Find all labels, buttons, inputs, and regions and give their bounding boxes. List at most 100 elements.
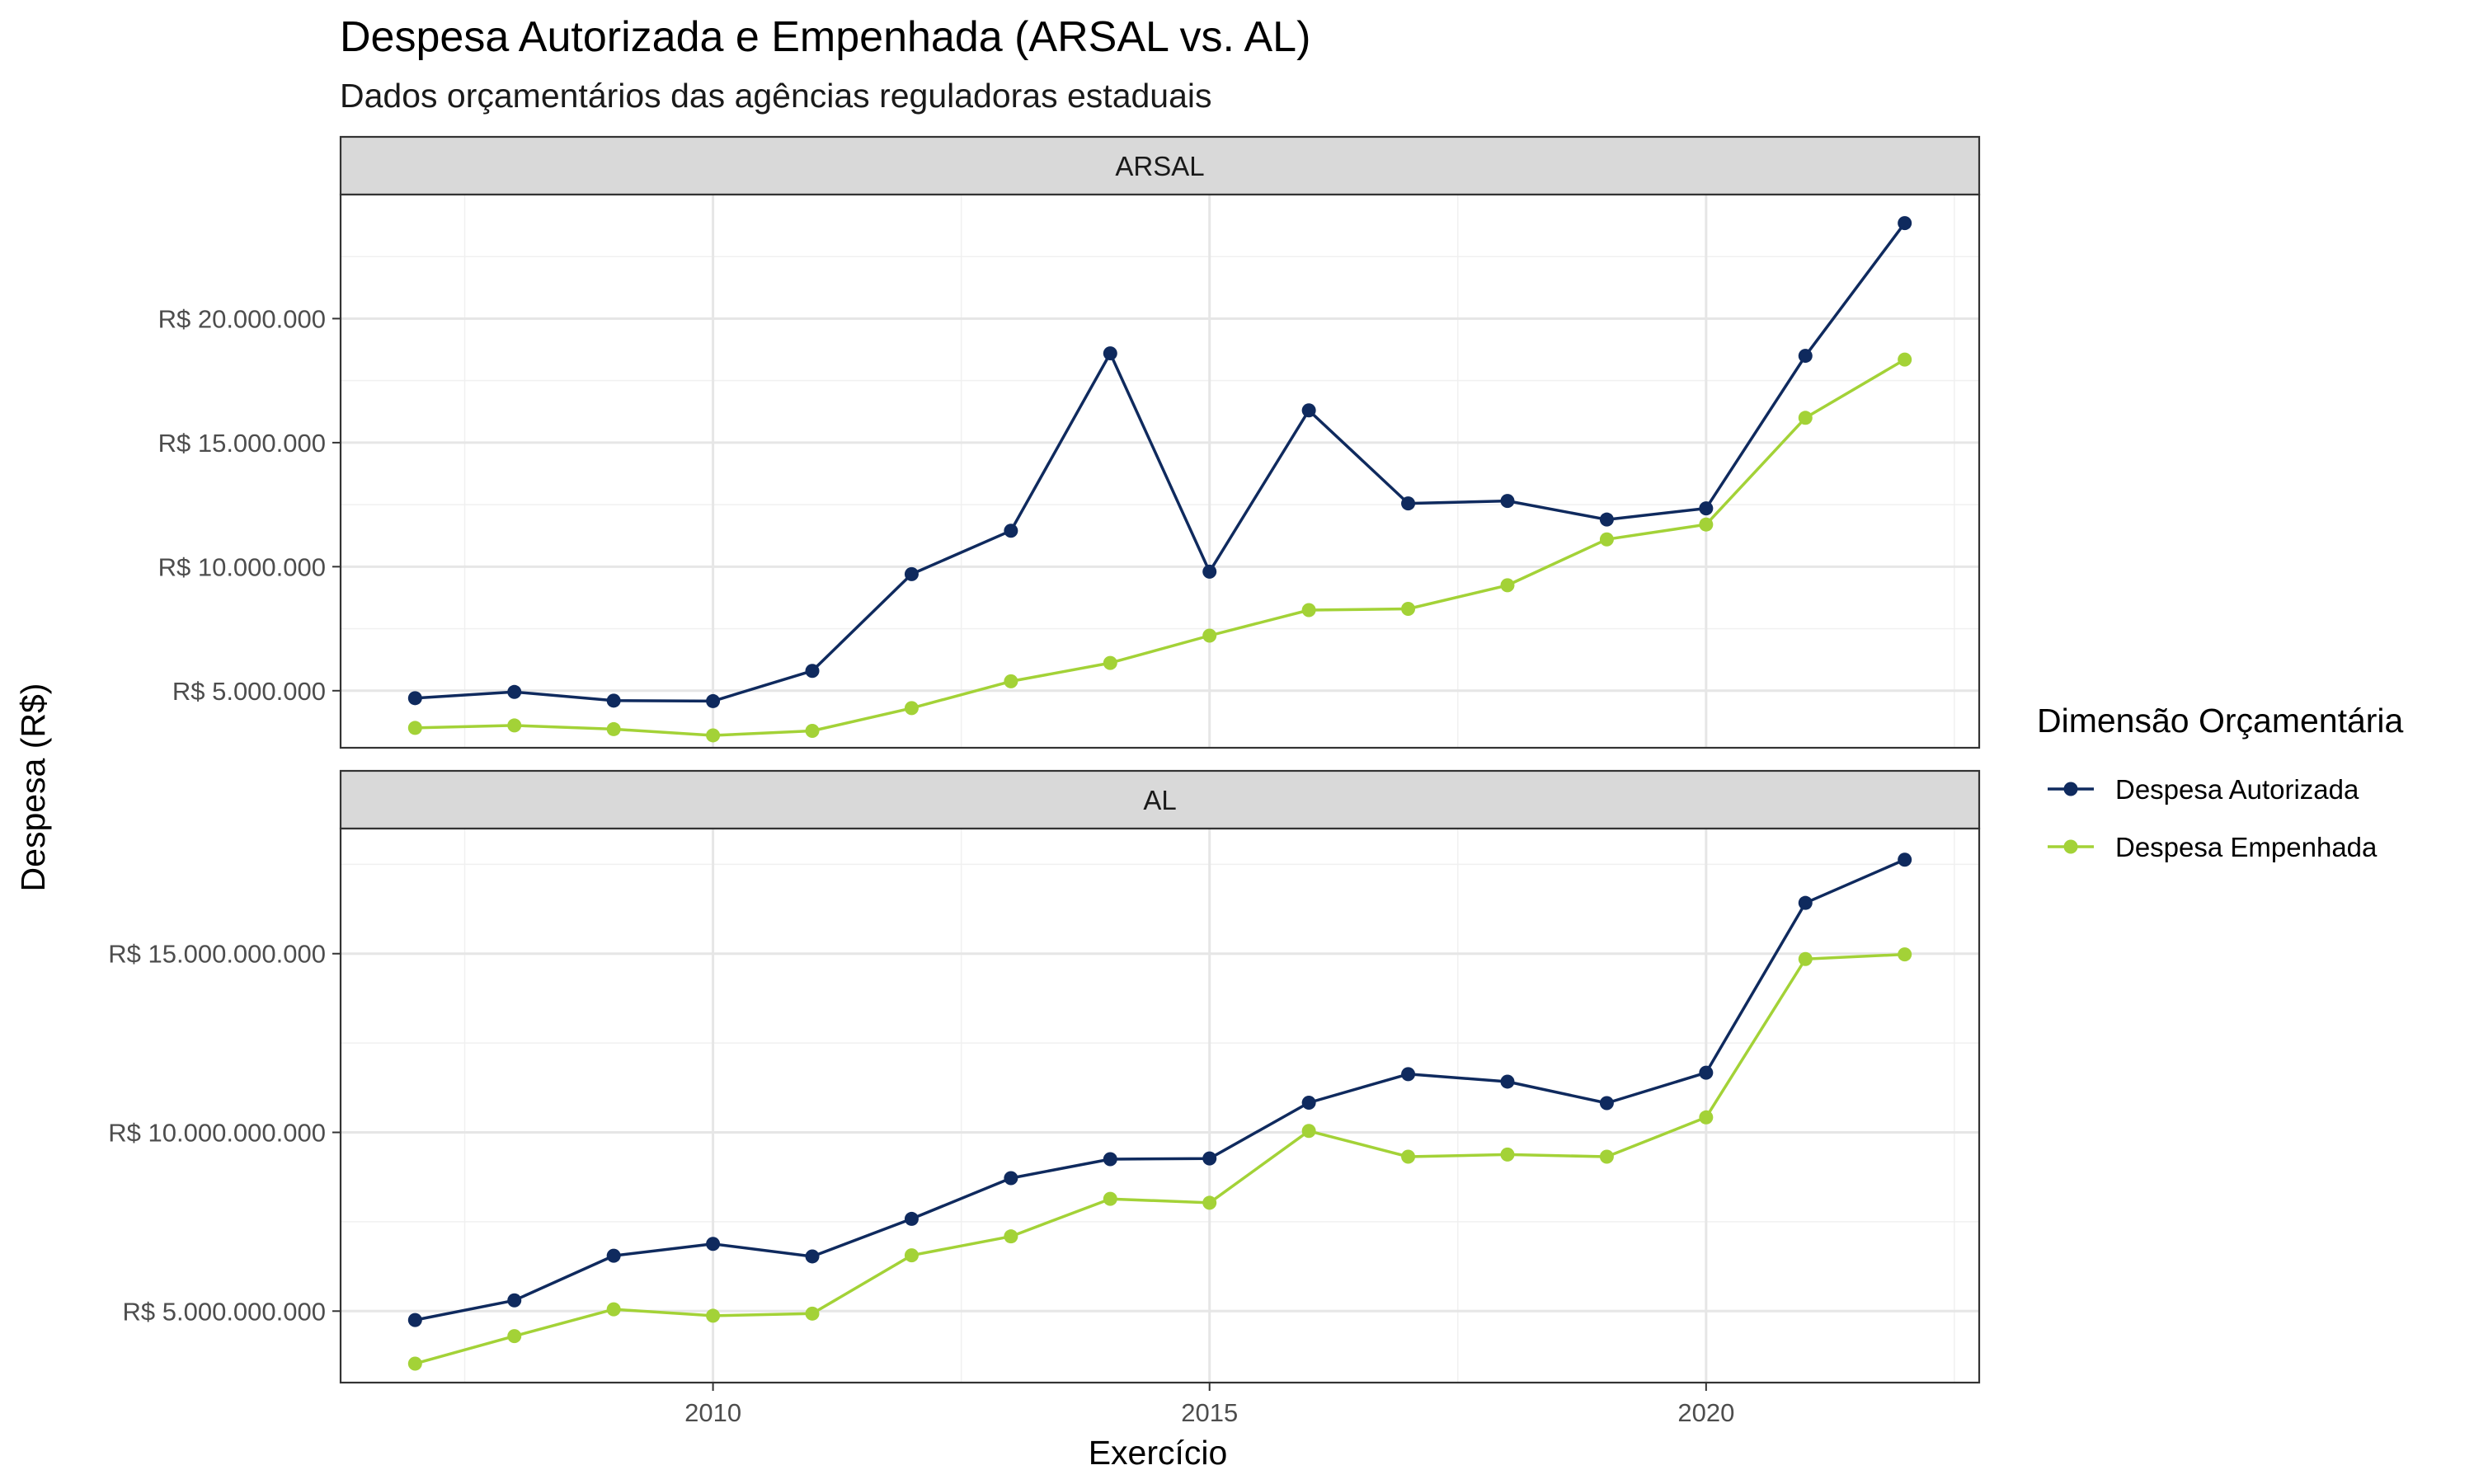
data-point (1401, 1067, 1416, 1082)
series-line (414, 952, 1905, 1365)
data-point (1103, 1191, 1117, 1206)
data-point (1103, 1152, 1117, 1167)
data-point (1898, 947, 1912, 962)
facet-panels: ARSAL R$ 5.000.000 R$ 10.000.000 R$ 15.000.… (108, 135, 1981, 1427)
data-point (606, 1248, 621, 1263)
data-point (805, 724, 820, 739)
panel-border (339, 827, 1981, 1384)
legend-item-despesa-autorizada: Despesa Autorizada (2048, 774, 2359, 805)
x-tick-label: 2020 (1677, 1398, 1734, 1427)
series-despesa-empenhada (407, 947, 1912, 1371)
facet-strip (339, 135, 1981, 196)
data-point (1798, 411, 1813, 425)
y-tick-label: R$ 10.000.000.000 (108, 1119, 326, 1148)
x-axis-title: Exercício (1089, 1434, 1228, 1472)
data-point (1004, 1171, 1018, 1186)
data-point (1500, 1147, 1515, 1162)
y-tick-label: R$ 10.000.000 (158, 552, 326, 581)
panel-background (341, 195, 1979, 748)
data-point (1401, 601, 1416, 616)
data-point (1103, 655, 1117, 670)
legend-label: Despesa Empenhada (2115, 832, 2378, 862)
data-point (1301, 1124, 1316, 1139)
data-point (507, 718, 522, 733)
data-point (1798, 349, 1813, 364)
data-point (1004, 524, 1018, 538)
series-line (414, 858, 1906, 1322)
facet-strip-label: ARSAL (1115, 151, 1204, 181)
data-point (507, 1329, 522, 1344)
data-point (904, 566, 919, 581)
facet-strip-label: AL (1143, 785, 1176, 815)
data-point (805, 664, 820, 679)
y-tick-label: R$ 15.000.000 (158, 429, 326, 458)
series-despesa-autorizada (407, 216, 1912, 708)
data-point (1699, 1065, 1714, 1080)
data-point (1898, 352, 1912, 367)
data-point (1798, 951, 1813, 966)
data-point (1202, 628, 1217, 643)
chart-title: Despesa Autorizada e Empenhada (ARSAL vs… (340, 13, 1310, 61)
data-point (904, 701, 919, 716)
data-point (606, 721, 621, 736)
data-point (407, 1313, 422, 1327)
legend-key-point (2063, 782, 2078, 796)
chart-subtitle: Dados orçamentários das agências regulad… (340, 77, 1212, 115)
data-point (1898, 852, 1912, 867)
series-line (415, 222, 1907, 703)
y-tick-label: R$ 15.000.000.000 (108, 940, 326, 969)
data-point (1202, 1151, 1217, 1166)
data-point (606, 693, 621, 708)
data-point (407, 1356, 422, 1371)
legend-label: Despesa Autorizada (2115, 774, 2359, 805)
data-point (904, 1211, 919, 1226)
data-point (1301, 603, 1316, 618)
data-point (407, 721, 422, 735)
data-point (1699, 517, 1714, 532)
y-tick-label: R$ 5.000.000 (172, 677, 326, 706)
data-point (1103, 346, 1117, 361)
legend-title: Dimensão Orçamentária (2037, 702, 2404, 740)
data-point (1798, 895, 1813, 910)
data-point (706, 728, 721, 743)
panel-al: AL R$ 5.000.000.000 R$ 10.000.000.000 R$ 15… (108, 769, 1981, 1427)
data-point (1699, 501, 1714, 516)
data-point (1699, 1110, 1714, 1125)
legend-item-despesa-empenhada: Despesa Empenhada (2048, 832, 2378, 862)
data-point (1401, 1149, 1416, 1164)
y-axis-title: Despesa (R$) (14, 683, 52, 892)
panel-background (341, 829, 1979, 1383)
data-point (1500, 578, 1515, 593)
data-point (1202, 1195, 1217, 1210)
data-point (1401, 496, 1416, 511)
data-point (606, 1302, 621, 1317)
data-point (805, 1249, 820, 1264)
panel-arsal: ARSAL R$ 5.000.000 R$ 10.000.000 R$ 15.000.… (158, 135, 1981, 749)
y-tick-label: R$ 5.000.000.000 (123, 1297, 327, 1326)
data-point (1599, 532, 1614, 547)
data-point (706, 1237, 721, 1252)
data-point (1898, 216, 1912, 231)
series-despesa-empenhada (407, 352, 1912, 743)
data-point (706, 1308, 721, 1323)
data-point (1202, 564, 1217, 579)
data-point (1301, 1096, 1316, 1111)
data-point (1500, 494, 1515, 509)
data-point (706, 693, 721, 708)
data-point (805, 1306, 820, 1321)
data-point (507, 684, 522, 699)
legend-key-point (2063, 839, 2078, 854)
y-tick-label: R$ 20.000.000 (158, 304, 326, 333)
data-point (1301, 403, 1316, 418)
series-despesa-autorizada (407, 852, 1912, 1327)
legend: Dimensão Orçamentária Despesa Autorizada… (2037, 702, 2404, 862)
data-point (1500, 1074, 1515, 1089)
data-point (904, 1248, 919, 1263)
x-tick-label: 2010 (684, 1398, 741, 1427)
data-point (1599, 512, 1614, 527)
series-line (415, 358, 1906, 737)
x-tick-label: 2015 (1181, 1398, 1238, 1427)
data-point (1599, 1149, 1614, 1164)
data-point (1004, 674, 1018, 688)
data-point (507, 1293, 522, 1308)
